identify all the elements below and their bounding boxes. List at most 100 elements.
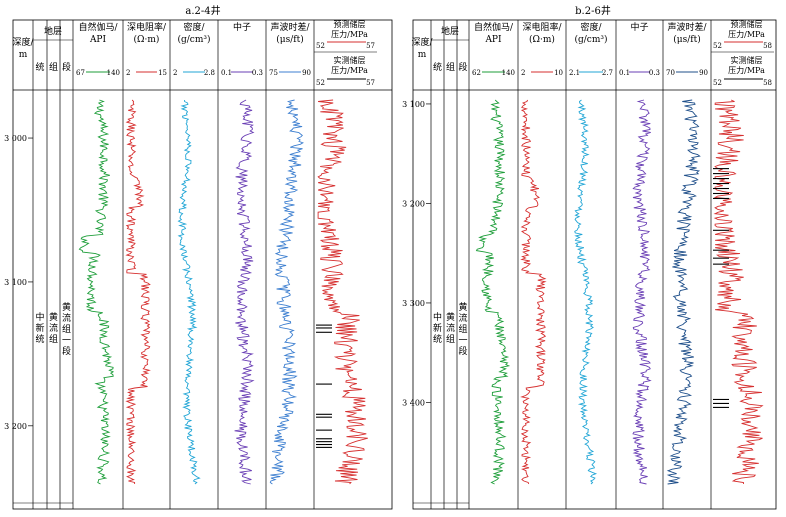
panel0-track-1-max: 15 — [158, 69, 167, 77]
panel0-depth-label: 深度/ — [12, 36, 34, 48]
panel0-track-0-curve — [78, 99, 115, 485]
panel1-track-2-max: 2.7 — [602, 69, 613, 77]
panel1-pressure-meas-label: 实测储层 — [731, 55, 763, 65]
panel0-formation-text: 黄流组 — [49, 311, 58, 345]
panel1-strata-label: 地层 — [441, 25, 459, 37]
panel0-track-2-max: 2.8 — [204, 69, 215, 77]
panel1-member-text-char: 流 — [458, 312, 467, 324]
panel0-depth-tick-label: 3 100 — [4, 278, 27, 287]
panel0-formation-text-char: 黄 — [49, 311, 58, 323]
panel0-strata-sub-2: 段 — [62, 61, 71, 73]
panel0-pressure-meas-label: 实测储层 — [334, 55, 366, 65]
panel0-depth-tick-label: 3 200 — [4, 422, 27, 431]
panel0-series-text: 中新统 — [35, 311, 44, 345]
panel0-strata-sub-0: 统 — [35, 61, 44, 73]
panel0-strata-label: 地层 — [44, 25, 62, 37]
panel1-depth-tick-label: 3 300 — [402, 299, 425, 308]
panel1-depth-label: 深度/ — [411, 36, 433, 48]
panel0-pressure-meas-max: 57 — [366, 79, 375, 87]
panel0-series-text-char: 统 — [35, 333, 44, 345]
panel0-track-1-unit: (Ω·m) — [134, 34, 160, 45]
panel0-member-text-char: 黄 — [62, 301, 71, 313]
panel1-member-text-char: 段 — [458, 345, 467, 357]
panel1-track-1-max: 10 — [554, 69, 563, 77]
panel1-track-1-curve — [520, 99, 547, 485]
panel0-track-2-curve — [177, 100, 201, 485]
panel0-track-0-min: 67 — [76, 69, 85, 77]
panel0-member-text-char: 组 — [62, 323, 71, 335]
panel0-member-text-char: 流 — [62, 312, 71, 324]
panel1-member-text-char: 一 — [458, 336, 467, 346]
panel1-track-3-curve — [632, 99, 652, 485]
panel1-track-4-max: 90 — [699, 69, 708, 77]
panel1-pressure-meas-unit: 压力/MPa — [728, 65, 765, 75]
panel1-track-0-curve — [475, 99, 511, 485]
panel0-track-0-max: 140 — [107, 69, 120, 77]
panel0-pressure-meas-min: 52 — [316, 79, 325, 87]
panel1-track-4-unit: (μs/ft) — [673, 34, 700, 45]
panel1-formation-text-char: 组 — [446, 333, 455, 345]
panel1-track-0-label: 自然伽马/ — [474, 21, 514, 33]
panel0-track-3-curve — [234, 99, 255, 485]
panel1-pressure-meas-min: 52 — [713, 79, 722, 87]
panel0-depth-unit: m — [19, 50, 28, 60]
panel1-depth-unit: m — [418, 50, 427, 60]
panel0-track-0-label: 自然伽马/ — [78, 21, 118, 33]
panel0-formation-text-char: 组 — [49, 333, 58, 345]
panel1-formation-text-char: 流 — [446, 322, 455, 334]
panel0-pressure-pred-unit: 压力/MPa — [331, 29, 368, 39]
panel1-member-text-char: 组 — [458, 323, 467, 335]
panel1-pressure-pred-label: 预测储层 — [731, 19, 763, 29]
panel0-frame — [12, 19, 393, 510]
panel1-track-1-unit: (Ω·m) — [529, 34, 555, 45]
panel1-pressure-pred-unit: 压力/MPa — [728, 29, 765, 39]
panel0-track-3-min: 0.1 — [221, 69, 232, 77]
panel1-track-3-max: 0.3 — [649, 69, 660, 77]
panel1-pressure-pred-min: 52 — [713, 42, 722, 50]
panel1-track-5-curve — [713, 99, 764, 484]
panel0-member-text-char: 段 — [62, 345, 71, 357]
panel1-track-0-unit: API — [484, 35, 502, 45]
panel0-series-text-char: 新 — [35, 322, 44, 334]
panel0-track-2-min: 2 — [173, 69, 177, 77]
panel1-strata-sub-0: 统 — [433, 61, 442, 73]
panel0-track-4-label: 声波时差/ — [270, 21, 310, 33]
panel1-pressure-pred-max: 58 — [763, 42, 772, 50]
panel1-track-3-min: 0.1 — [619, 69, 630, 77]
panel0-pressure-pred-min: 52 — [316, 42, 325, 50]
panel1-track-4-min: 70 — [666, 69, 675, 77]
panel1-track-2-min: 2.1 — [569, 69, 580, 77]
panel0-series-text-char: 中 — [35, 311, 44, 323]
panel0-track-1-label: 深电阻率/ — [127, 21, 167, 33]
panel0-track-5-curve — [317, 99, 368, 485]
panel0-track-2-label: 密度/ — [183, 21, 205, 33]
panel1-member-text-char: 黄 — [458, 301, 467, 313]
panel1-track-0-max: 140 — [502, 69, 515, 77]
panel1-track-4-curve — [666, 99, 701, 485]
panel0-track-4-max: 90 — [302, 69, 311, 77]
panel1-track-2-curve — [574, 99, 598, 485]
panel0-pressure-meas-unit: 压力/MPa — [331, 65, 368, 75]
panel1-depth-tick-label: 3 400 — [402, 398, 425, 407]
panel0-pressure-pred-max: 57 — [366, 42, 375, 50]
panel1-series-text-char: 新 — [433, 322, 442, 334]
panel0-strata-sub-1: 组 — [49, 61, 58, 73]
panel1-strata-sub-1: 组 — [446, 61, 455, 73]
panel0-formation-text-char: 流 — [49, 322, 58, 334]
panel1-track-1-label: 深电阻率/ — [522, 21, 562, 33]
panel1-formation-text: 黄流组 — [446, 311, 455, 345]
panel0-track-1-min: 2 — [126, 69, 130, 77]
panel1-title: b.2-6井 — [575, 4, 611, 17]
panel0-track-2-unit: (g/cm³) — [178, 34, 211, 45]
panel0-track-4-min: 75 — [269, 69, 278, 77]
panel1-track-2-label: 密度/ — [580, 21, 602, 33]
panel0-title: a.2-4井 — [185, 4, 220, 17]
panel1-track-3-label: 中子 — [630, 21, 648, 33]
panel1-track-1-min: 2 — [521, 69, 525, 77]
panel1-series-text: 中新统 — [433, 311, 442, 345]
panel1-strata-sub-2: 段 — [458, 61, 467, 73]
panel0-depth-tick-label: 3 000 — [4, 134, 27, 143]
panel1-track-4-label: 声波时差/ — [667, 21, 707, 33]
